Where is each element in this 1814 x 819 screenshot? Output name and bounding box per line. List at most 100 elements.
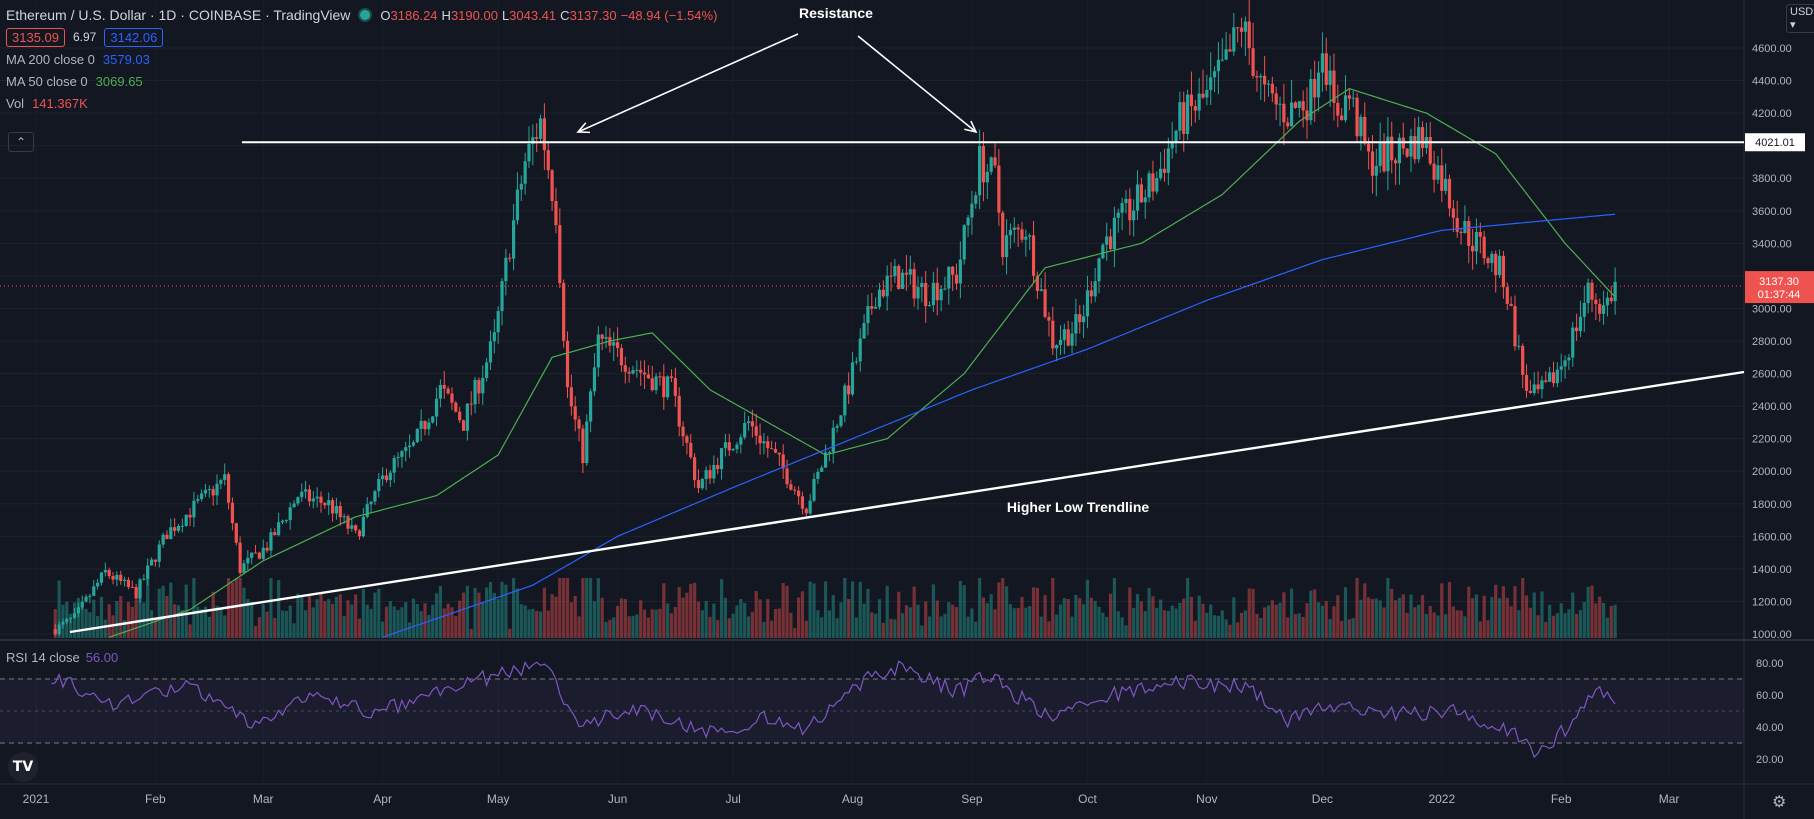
candle-body [796, 490, 801, 497]
candle-body [870, 306, 874, 309]
price-tick-label: 3000.00 [1752, 303, 1792, 315]
ohlc-value: 3186.24 [390, 7, 438, 23]
resistance-arrow-right [857, 35, 977, 133]
candle-body [1590, 282, 1594, 300]
candle-body [119, 574, 123, 581]
candle-body [134, 587, 138, 599]
candle-body [612, 342, 616, 346]
candle-body [1513, 306, 1517, 347]
volume-bar [223, 615, 227, 638]
candle-body [1024, 236, 1028, 240]
candle-body [1012, 227, 1016, 230]
candle-body [654, 376, 658, 391]
candle-body [785, 468, 789, 485]
candle-body [238, 542, 242, 573]
candle-body [88, 595, 92, 597]
volume-bar [257, 617, 261, 638]
candle-body [330, 500, 335, 514]
currency-selector[interactable]: USD ▾ [1786, 4, 1814, 33]
candle-body [1432, 163, 1436, 180]
volume-bar [866, 588, 870, 638]
candle-body [746, 421, 751, 424]
volume-bar [685, 592, 689, 638]
candle-body [816, 471, 820, 480]
candle-body [280, 520, 285, 523]
candle-body [931, 282, 936, 306]
volume-bar [935, 600, 939, 638]
volume-bar [527, 609, 531, 638]
candle-body [685, 436, 689, 443]
candle-body [72, 613, 77, 618]
collapse-legend-button[interactable]: ⌃ [8, 132, 34, 152]
indicator-row[interactable]: Vol 141.367K [6, 92, 721, 114]
candle-body [496, 311, 500, 333]
volume-bar [1440, 583, 1444, 638]
countdown-label: 01:37:44 [1758, 289, 1801, 301]
volume-bar [1139, 601, 1143, 638]
bid-price[interactable]: 3135.09 [6, 27, 65, 47]
candle-body [1521, 345, 1525, 375]
volume-bar [642, 609, 647, 638]
candle-body [604, 337, 608, 339]
candle-body [1251, 48, 1255, 76]
candle-body [1305, 110, 1309, 121]
volume-bar [1108, 593, 1113, 638]
volume-bar [731, 613, 735, 638]
volume-bar [53, 609, 57, 638]
volume-bar [816, 610, 820, 638]
volume-bar [1447, 582, 1452, 638]
candle-body [827, 452, 832, 454]
volume-bar [1582, 602, 1586, 638]
volume-bar [1178, 602, 1182, 638]
symbol-title[interactable]: Ethereum / U.S. Dollar · 1D · COINBASE ·… [6, 7, 351, 23]
candle-body [716, 464, 720, 470]
candle-body [696, 480, 701, 489]
candle-body [165, 534, 169, 540]
volume-bar [1413, 607, 1417, 638]
indicator-row[interactable]: MA 200 close 0 3579.03 [6, 48, 721, 70]
tradingview-logo-icon[interactable]: TV [8, 752, 38, 782]
candle-body [1078, 314, 1082, 323]
indicator-row[interactable]: MA 50 close 0 3069.65 [6, 70, 721, 92]
candle-body [327, 500, 331, 506]
time-tick-label: Jul [725, 792, 740, 806]
volume-bar [1070, 616, 1074, 638]
volume-bar [1224, 619, 1228, 638]
volume-bar [1008, 604, 1013, 638]
volume-bar [273, 617, 277, 638]
price-tick-label: 4400.00 [1752, 76, 1792, 88]
candle-body [1343, 95, 1348, 121]
volume-bar [1116, 611, 1120, 638]
resistance-price-marker [1745, 133, 1805, 152]
time-tick-label: 2022 [1428, 792, 1455, 806]
candle-body [442, 384, 446, 389]
candle-body [1236, 27, 1240, 29]
volume-bar [1424, 614, 1428, 638]
volume-bar [850, 581, 855, 638]
price-tick-label: 3800.00 [1752, 173, 1792, 185]
volume-bar [1405, 612, 1409, 638]
candle-body [1605, 297, 1610, 306]
candle-body [565, 340, 570, 388]
candle-body [723, 442, 728, 449]
time-tick-label: Mar [253, 792, 274, 806]
candle-body [323, 502, 327, 506]
candle-body [531, 137, 535, 144]
volume-bar [1328, 619, 1332, 638]
candle-body [400, 451, 404, 457]
volume-bars [53, 578, 1617, 638]
volume-bar [1247, 588, 1251, 638]
volume-bar [558, 578, 562, 638]
ask-price[interactable]: 3142.06 [104, 27, 164, 47]
volume-bar [823, 581, 828, 638]
rsi-name[interactable]: RSI 14 close [6, 650, 80, 665]
volume-bar [388, 601, 392, 638]
candle-body [581, 428, 585, 464]
volume-bar [1124, 625, 1128, 638]
volume-bar [319, 592, 323, 638]
volume-bar [658, 608, 662, 638]
candle-body [1505, 287, 1509, 304]
candle-body [1467, 221, 1471, 246]
gear-icon[interactable]: ⚙ [1772, 794, 1787, 811]
